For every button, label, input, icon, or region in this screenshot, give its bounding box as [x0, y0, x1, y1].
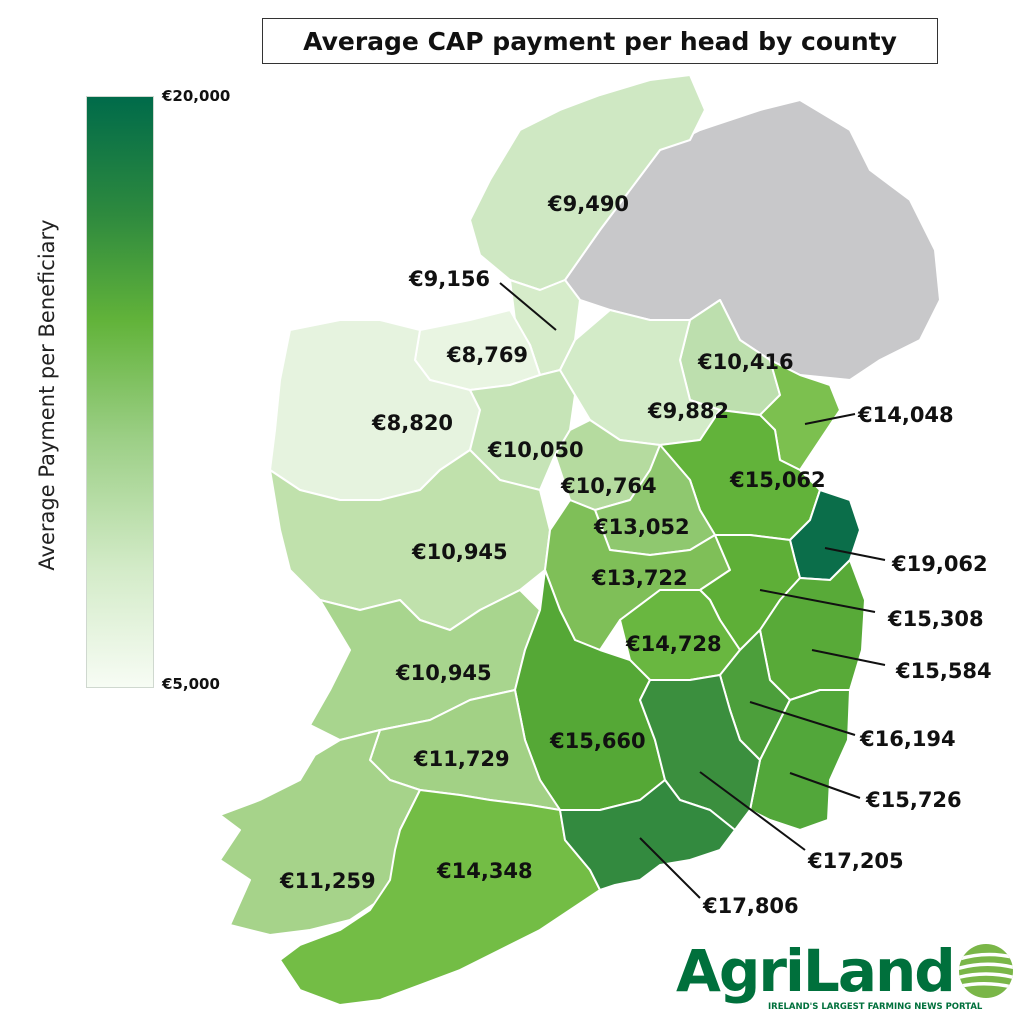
- county-value-label: €16,194: [859, 727, 956, 751]
- county-kilkenny: [639, 674, 761, 831]
- county-cork: [279, 789, 601, 1006]
- leader-line: [749, 701, 856, 736]
- logo-tagline: IRELAND'S LARGEST FARMING NEWS PORTAL: [768, 1002, 983, 1012]
- logo-wordmark: AgriLand: [676, 937, 956, 1005]
- county-value-label: €11,729: [413, 747, 510, 771]
- county-value-label: €15,584: [895, 659, 992, 683]
- county-value-label: €8,769: [446, 343, 528, 367]
- county-kerry: [219, 729, 421, 936]
- leader-line: [789, 772, 861, 799]
- county-waterford: [559, 779, 736, 891]
- leader-line: [499, 282, 557, 331]
- county-value-label: €17,205: [807, 849, 904, 873]
- county-value-label: €10,416: [697, 350, 794, 374]
- leader-line: [824, 547, 886, 561]
- legend-color-bar: [86, 96, 154, 688]
- leader-line: [759, 589, 876, 613]
- county-value-label: €14,728: [625, 632, 722, 656]
- county-value-label: €9,882: [647, 399, 729, 423]
- leader-line: [639, 837, 701, 899]
- county-value-label: €14,348: [436, 859, 533, 883]
- legend-min-label: €5,000: [162, 675, 220, 693]
- agriland-logo: AgriLand IRELAND'S LARGEST FARMING NEWS …: [676, 940, 1020, 1024]
- county-value-label: €8,820: [371, 411, 453, 435]
- county-value-label: €15,660: [549, 729, 646, 753]
- county-value-label: €9,490: [547, 192, 629, 216]
- county-value-label: €19,062: [891, 552, 988, 576]
- field-furrows-icon: [959, 944, 1013, 998]
- county-value-label: €10,050: [487, 438, 584, 462]
- county-value-label: €9,156: [408, 267, 490, 291]
- map-title: Average CAP payment per head by county: [262, 18, 938, 64]
- leader-line: [804, 413, 856, 425]
- county-value-label: €10,945: [395, 661, 492, 685]
- county-value-label: €10,945: [411, 540, 508, 564]
- leader-line: [699, 771, 806, 851]
- county-value-label: €15,062: [729, 468, 826, 492]
- county-donegal: [469, 74, 706, 291]
- county-value-label: €10,764: [560, 474, 657, 498]
- county-value-label: €15,726: [865, 788, 962, 812]
- county-value-label: €14,048: [857, 403, 954, 427]
- county-value-label: €15,308: [887, 607, 984, 631]
- county-value-label: €11,259: [279, 869, 376, 893]
- county-value-label: €17,806: [702, 894, 799, 918]
- county-value-label: €13,722: [591, 566, 688, 590]
- leader-line: [811, 649, 886, 666]
- county-value-label: €13,052: [593, 515, 690, 539]
- legend-max-label: €20,000: [162, 87, 231, 105]
